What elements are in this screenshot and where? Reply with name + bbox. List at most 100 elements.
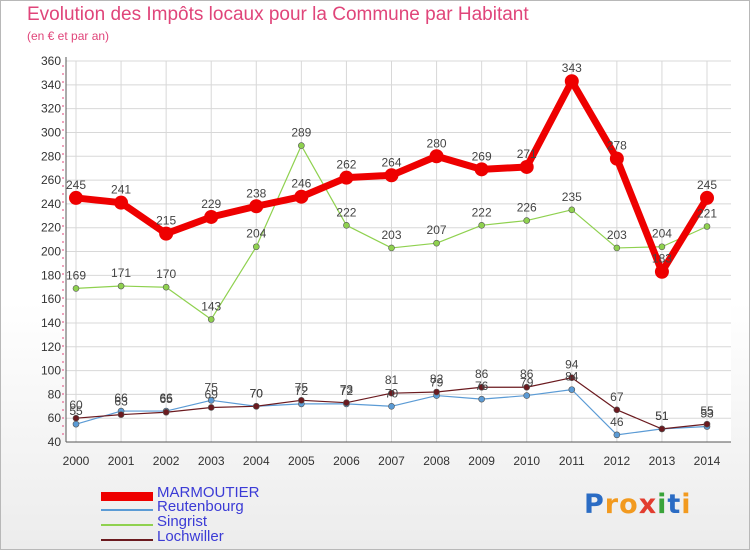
- data-point: [72, 420, 80, 428]
- data-label: 235: [562, 190, 582, 204]
- data-label: 245: [697, 178, 717, 192]
- data-label: 84: [565, 370, 579, 384]
- data-label: 94: [565, 358, 579, 372]
- data-point: [252, 243, 260, 251]
- data-point: [564, 74, 579, 89]
- data-point: [474, 162, 489, 177]
- y-tick-label: 60: [48, 411, 62, 425]
- data-point: [207, 397, 215, 404]
- data-point: [388, 389, 395, 397]
- x-tick-label: 2011: [559, 454, 585, 468]
- data-label: 203: [381, 228, 401, 242]
- data-point: [72, 414, 80, 422]
- legend-swatch: [101, 509, 153, 511]
- data-label: 204: [652, 227, 672, 241]
- x-tick-label: 2013: [649, 454, 676, 468]
- logo-letter: x: [638, 489, 658, 520]
- logo-letter: t: [667, 489, 682, 520]
- y-tick-label: 240: [41, 197, 61, 211]
- y-tick-label: 300: [41, 125, 61, 139]
- data-label: 67: [610, 390, 624, 404]
- data-point: [162, 408, 170, 416]
- y-tick-label: 220: [41, 221, 61, 235]
- data-label: 75: [205, 380, 219, 394]
- data-label: 55: [69, 404, 83, 418]
- data-point: [384, 168, 399, 183]
- x-tick-label: 2001: [108, 454, 135, 468]
- data-point: [700, 190, 714, 205]
- data-point: [249, 199, 264, 214]
- data-label: 246: [291, 177, 311, 191]
- y-tick-label: 360: [41, 54, 61, 68]
- data-point: [613, 406, 621, 414]
- data-point: [69, 190, 83, 205]
- data-label: 66: [159, 391, 173, 405]
- proxiti-logo: Proxiti: [584, 489, 692, 520]
- data-point: [207, 316, 215, 323]
- data-label: 81: [385, 373, 399, 387]
- data-label: 46: [610, 415, 624, 429]
- data-point: [207, 404, 215, 411]
- data-point: [252, 402, 260, 410]
- data-point: [159, 226, 174, 241]
- data-label: 170: [156, 267, 176, 281]
- x-tick-label: 2008: [423, 454, 450, 468]
- y-tick-label: 120: [41, 340, 61, 354]
- data-point: [478, 383, 485, 391]
- data-label: 289: [291, 126, 311, 140]
- data-point: [703, 223, 711, 230]
- data-label: 204: [246, 227, 266, 241]
- logo-letter: r: [604, 489, 620, 520]
- y-tick-label: 200: [41, 245, 61, 259]
- data-point: [343, 222, 350, 229]
- x-tick-label: 2006: [333, 454, 360, 468]
- x-tick-label: 2005: [288, 454, 315, 468]
- data-point: [343, 399, 350, 407]
- legend-swatch: [101, 539, 153, 541]
- chart-subtitle: (en € et par an): [27, 29, 110, 43]
- x-tick-label: 2012: [604, 454, 631, 468]
- data-label: 86: [520, 367, 534, 381]
- data-label: 86: [475, 367, 489, 381]
- data-label: 343: [562, 61, 582, 75]
- y-tick-label: 280: [41, 149, 61, 163]
- legend-swatch: [101, 491, 153, 501]
- data-point: [703, 420, 711, 428]
- data-label: 51: [655, 409, 669, 423]
- data-label: 215: [156, 214, 176, 228]
- logo-letter: i: [657, 489, 668, 520]
- x-tick-label: 2000: [63, 454, 90, 468]
- legend-label: Singrist: [157, 513, 208, 530]
- x-tick-label: 2007: [378, 454, 405, 468]
- legend-label: Reutenbourg: [157, 498, 244, 515]
- x-tick-label: 2002: [153, 454, 180, 468]
- legend-label: MARMOUTIER: [157, 484, 260, 501]
- chart-title: Evolution des Impôts locaux pour la Comm…: [27, 4, 529, 25]
- data-point: [568, 374, 576, 382]
- data-label: 53: [700, 407, 714, 421]
- x-tick-label: 2003: [198, 454, 225, 468]
- data-label: 238: [246, 186, 266, 200]
- data-label: 73: [340, 383, 354, 397]
- data-label: 207: [427, 223, 447, 237]
- legend-label: Lochwiller: [157, 528, 224, 545]
- data-label: 203: [607, 228, 627, 242]
- data-label: 66: [114, 391, 128, 405]
- data-point: [339, 170, 354, 185]
- data-label: 76: [475, 379, 489, 393]
- data-point: [478, 222, 485, 229]
- data-point: [298, 397, 305, 404]
- data-label: 60: [69, 398, 83, 412]
- logo-letter: o: [619, 489, 639, 520]
- data-point: [388, 402, 395, 410]
- data-label: 271: [517, 147, 537, 161]
- data-label: 262: [336, 158, 356, 172]
- data-point: [298, 142, 305, 149]
- data-label: 70: [385, 386, 399, 400]
- data-label: 65: [159, 392, 173, 406]
- legend-swatch: [101, 524, 153, 526]
- data-point: [478, 395, 485, 403]
- y-tick-label: 160: [41, 292, 61, 306]
- data-label: 229: [201, 197, 221, 211]
